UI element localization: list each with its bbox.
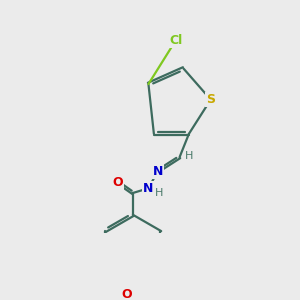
Text: H: H [155,188,164,198]
Text: Cl: Cl [169,34,182,47]
Text: O: O [121,288,132,300]
Text: H: H [185,151,193,160]
Text: N: N [153,165,163,178]
Text: O: O [112,176,123,189]
Text: S: S [206,93,215,106]
Text: N: N [143,182,154,195]
